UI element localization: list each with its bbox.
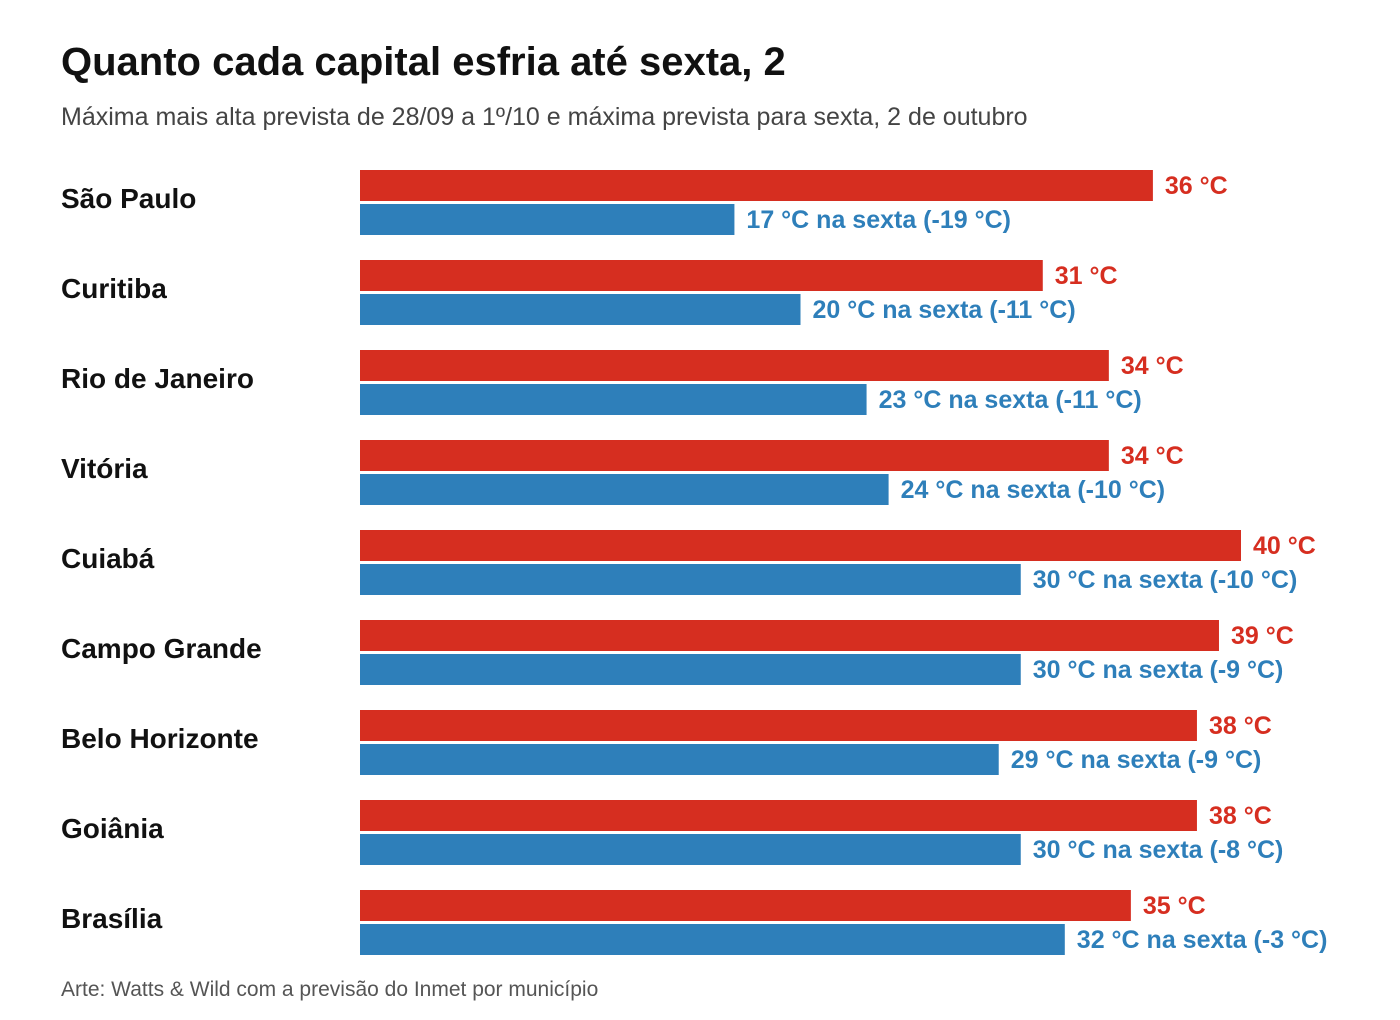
chart-subtitle: Máxima mais alta prevista de 28/09 a 1º/… [61, 103, 1028, 131]
max-temperature-label: 39 °C [1231, 622, 1294, 650]
max-temperature-label: 40 °C [1253, 532, 1316, 560]
city-row: Goiânia 38 °C 30 °C na sexta (-8 °C) [61, 800, 1283, 865]
city-row: Curitiba 31 °C 20 °C na sexta (-11 °C) [61, 260, 1118, 325]
city-label: Curitiba [61, 273, 167, 304]
bar-friday-temperature [360, 654, 1021, 685]
city-row: Vitória 34 °C 24 °C na sexta (-10 °C) [61, 440, 1184, 505]
bar-friday-temperature [360, 924, 1065, 955]
city-row: Cuiabá 40 °C 30 °C na sexta (-10 °C) [61, 530, 1316, 595]
bar-max-temperature [360, 890, 1131, 921]
city-label: Campo Grande [61, 633, 262, 664]
friday-temperature-label: 30 °C na sexta (-9 °C) [1033, 656, 1284, 684]
max-temperature-label: 34 °C [1121, 352, 1184, 380]
friday-temperature-label: 29 °C na sexta (-9 °C) [1011, 746, 1262, 774]
city-row: Brasília 35 °C 32 °C na sexta (-3 °C) [61, 890, 1327, 955]
city-label: Brasília [61, 903, 163, 934]
city-label: Rio de Janeiro [61, 363, 254, 394]
bar-friday-temperature [360, 294, 801, 325]
city-label: Goiânia [61, 813, 164, 844]
friday-temperature-label: 17 °C na sexta (-19 °C) [746, 206, 1011, 234]
friday-temperature-label: 30 °C na sexta (-10 °C) [1033, 566, 1298, 594]
bar-friday-temperature [360, 564, 1021, 595]
bar-max-temperature [360, 530, 1241, 561]
bar-max-temperature [360, 620, 1219, 651]
friday-temperature-label: 20 °C na sexta (-11 °C) [813, 296, 1076, 324]
bar-max-temperature [360, 260, 1043, 291]
max-temperature-label: 38 °C [1209, 802, 1272, 830]
chart-title: Quanto cada capital esfria até sexta, 2 [61, 40, 786, 84]
bar-friday-temperature [360, 834, 1021, 865]
bar-friday-temperature [360, 204, 735, 235]
bar-max-temperature [360, 800, 1197, 831]
max-temperature-label: 31 °C [1055, 262, 1118, 290]
bar-friday-temperature [360, 744, 999, 775]
city-label: Belo Horizonte [61, 723, 259, 754]
city-label: Vitória [61, 453, 148, 484]
max-temperature-label: 38 °C [1209, 712, 1272, 740]
bar-max-temperature [360, 170, 1153, 201]
max-temperature-label: 36 °C [1165, 172, 1228, 200]
city-row: Rio de Janeiro 34 °C 23 °C na sexta (-11 °… [61, 350, 1184, 415]
bar-max-temperature [360, 440, 1109, 471]
friday-temperature-label: 24 °C na sexta (-10 °C) [901, 476, 1166, 504]
bar-max-temperature [360, 710, 1197, 741]
bar-friday-temperature [360, 474, 889, 505]
city-row: São Paulo 36 °C 17 °C na sexta (-19 °C) [61, 170, 1228, 235]
max-temperature-label: 34 °C [1121, 442, 1184, 470]
source-credit: Arte: Watts & Wild com a previsão do Inm… [61, 978, 599, 1001]
city-row: Belo Horizonte 38 °C 29 °C na sexta (-9 °C… [61, 710, 1272, 775]
city-label: Cuiabá [61, 543, 155, 574]
max-temperature-label: 35 °C [1143, 892, 1206, 920]
bar-max-temperature [360, 350, 1109, 381]
bar-friday-temperature [360, 384, 867, 415]
friday-temperature-label: 30 °C na sexta (-8 °C) [1033, 836, 1284, 864]
city-label: São Paulo [61, 183, 196, 214]
city-row: Campo Grande 39 °C 30 °C na sexta (-9 °C) [61, 620, 1294, 685]
friday-temperature-label: 32 °C na sexta (-3 °C) [1077, 926, 1328, 954]
friday-temperature-label: 23 °C na sexta (-11 °C) [879, 386, 1142, 414]
